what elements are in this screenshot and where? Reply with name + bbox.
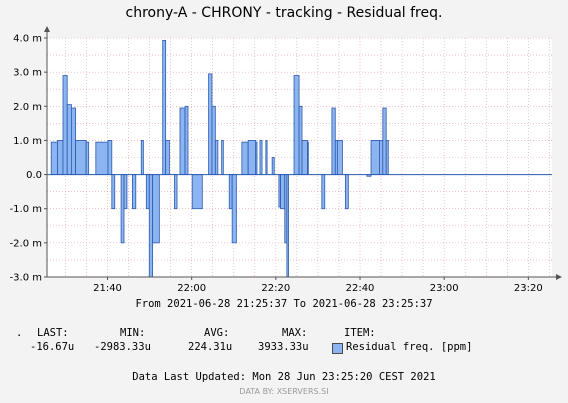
x-tick-label: 22:40 — [346, 283, 375, 294]
legend-last-value: -16.67u — [30, 341, 75, 353]
area-step — [50, 141, 58, 175]
x-axis-arrow — [556, 274, 562, 280]
axes — [44, 26, 562, 280]
area-step — [247, 140, 257, 175]
area-step — [162, 39, 167, 175]
chart-title: chrony-A - CHRONY - tracking - Residual … — [125, 5, 443, 21]
area-step — [66, 104, 72, 175]
area-step — [184, 105, 189, 175]
legend-item-label: ITEM: — [344, 327, 376, 339]
x-tick-label: 23:00 — [430, 283, 459, 294]
chart-svg: 4.0 m 3.0 m 2.0 m 1.0 m 0.0 -1.0 m -2.0 m -3.0 … — [10, 26, 562, 294]
area-step — [280, 174, 286, 210]
y-tick-label: 4.0 m — [13, 34, 42, 45]
legend-max-value: 3933.33u — [258, 341, 309, 353]
area-step — [57, 140, 64, 175]
area-step — [307, 141, 309, 175]
watermark: DATA BY: XSERVERS.SI — [239, 387, 329, 396]
area-step — [214, 140, 219, 175]
y-axis-arrow — [44, 26, 50, 32]
legend-last-label: LAST: — [37, 327, 69, 339]
legend-avg-label: AVG: — [204, 327, 230, 339]
x-tick-label: 23:20 — [514, 283, 543, 294]
y-tick-label: 1.0 m — [13, 136, 42, 147]
legend-item-name: Residual freq. [ppm] — [346, 341, 473, 353]
area-step — [107, 140, 113, 175]
area-step — [221, 140, 224, 175]
area-step — [265, 140, 268, 175]
legend-max-label: MAX: — [282, 327, 308, 339]
area-step — [120, 174, 125, 244]
area-step — [191, 174, 203, 210]
area-step — [165, 140, 170, 175]
y-tick-label: 2.0 m — [13, 102, 42, 113]
area-step — [62, 75, 68, 175]
area-step — [95, 141, 109, 175]
area-step — [140, 140, 144, 175]
legend-min-label: MIN: — [120, 327, 146, 339]
area-step — [298, 105, 303, 175]
last-updated: Data Last Updated: Mon 28 Jun 23:25:20 C… — [132, 371, 436, 383]
area-step — [152, 174, 160, 244]
x-tick-label: 22:00 — [177, 283, 206, 294]
legend-dot: . — [16, 327, 23, 339]
area-step — [293, 75, 300, 175]
area-step — [344, 174, 349, 210]
area-step — [301, 140, 308, 175]
area-step — [111, 174, 116, 210]
area-series — [47, 39, 552, 278]
x-tick-labels: 21:40 22:00 22:20 22:40 23:00 23:20 — [93, 277, 543, 294]
x-tick-label: 22:20 — [261, 283, 290, 294]
area-step — [123, 174, 128, 210]
legend-swatch — [332, 343, 343, 354]
legend-avg-value: 224.31u — [188, 341, 233, 353]
y-tick-label: 0.0 — [26, 170, 42, 181]
y-tick-label: -2.0 m — [10, 238, 42, 249]
legend-min-value: -2983.33u — [94, 341, 151, 353]
area-step — [321, 174, 326, 210]
area-step — [331, 107, 336, 175]
area-step — [75, 140, 87, 175]
area-step — [179, 107, 186, 175]
area-step — [208, 73, 213, 175]
area-step — [145, 174, 150, 210]
y-tick-labels: 4.0 m 3.0 m 2.0 m 1.0 m 0.0 -1.0 m -2.0 m -3.0 … — [10, 34, 47, 284]
time-range: From 2021-06-28 21:25:37 To 2021-06-28 2… — [135, 298, 433, 310]
area-step — [174, 174, 178, 210]
area-step — [231, 174, 237, 244]
area-step — [228, 174, 233, 210]
area-step — [241, 141, 249, 175]
x-tick-label: 21:40 — [93, 283, 122, 294]
y-tick-label: 3.0 m — [13, 68, 42, 79]
area-step — [71, 107, 77, 175]
area-step — [286, 174, 289, 278]
area-step — [85, 141, 90, 175]
y-tick-label: -1.0 m — [10, 204, 42, 215]
area-step — [211, 105, 216, 175]
area-step — [382, 107, 387, 175]
area-step — [271, 157, 275, 175]
area-step — [370, 140, 380, 175]
area-step — [385, 140, 389, 175]
y-tick-label: -3.0 m — [10, 273, 42, 284]
area-step — [148, 174, 154, 278]
area-step — [132, 174, 137, 210]
area-step — [336, 140, 343, 175]
area-step — [259, 140, 263, 175]
area-step — [379, 140, 384, 175]
area-step — [255, 141, 258, 175]
